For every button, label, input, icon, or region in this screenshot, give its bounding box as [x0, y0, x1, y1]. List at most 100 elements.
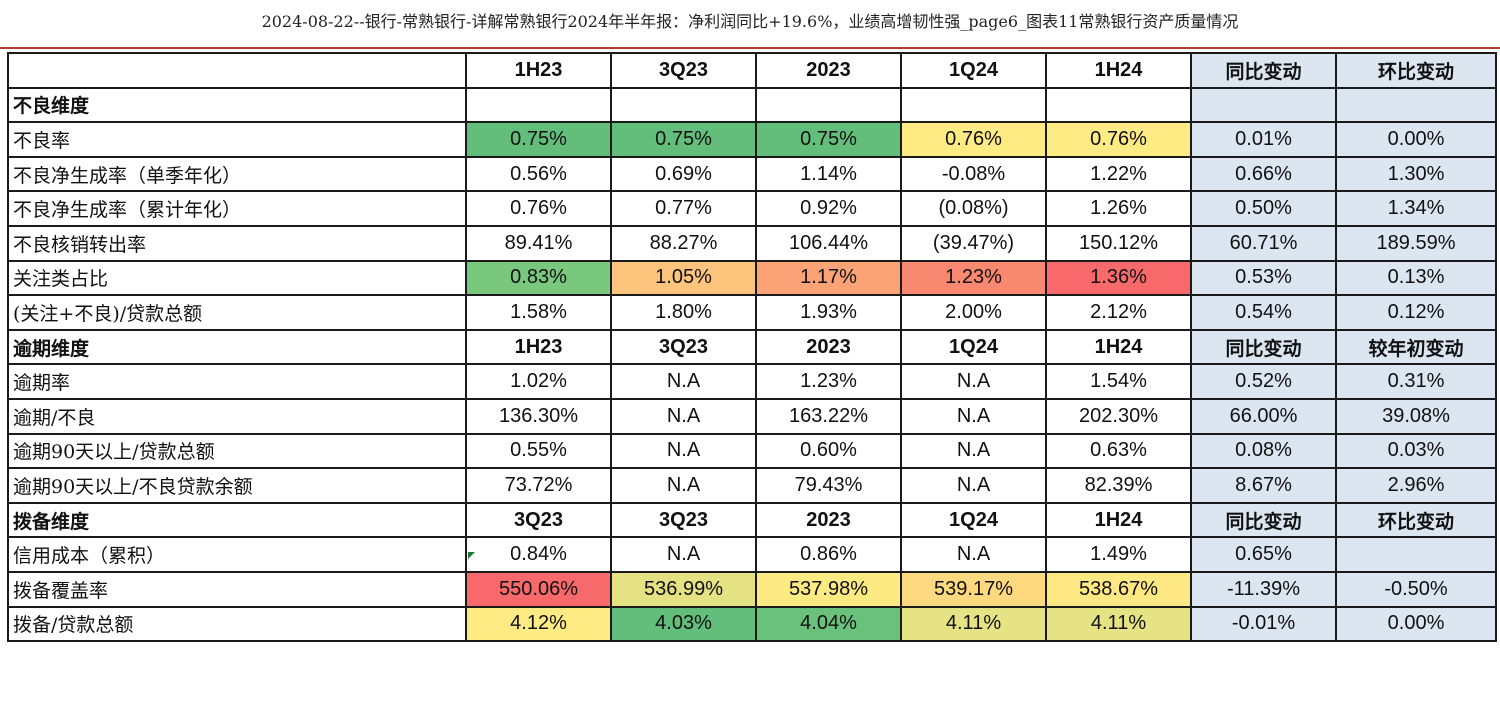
value-cell: 0.01% [1190, 121, 1337, 158]
value-cell: 60.71% [1190, 224, 1337, 262]
value-cell: N.A [900, 397, 1047, 435]
table-row: 不良净生成率（累计年化） 0.76% 0.77% 0.92% (0.08%) 1.26% 0… [7, 190, 1497, 227]
value-cell [1045, 86, 1192, 124]
value-cell: (39.47%) [900, 224, 1047, 262]
value-cell: 较年初变动 [1335, 328, 1497, 366]
value-cell: 4.11% [900, 605, 1047, 643]
value-cell: (0.08%) [900, 190, 1047, 227]
value-cell: 1.80% [610, 294, 757, 331]
value-cell: 1.26% [1045, 190, 1192, 227]
value-cell: 0.84% [465, 536, 612, 573]
value-cell: 同比变动 [1190, 328, 1337, 366]
value-cell: N.A [610, 467, 757, 504]
section-title: 逾期维度 [7, 328, 467, 366]
column-header: 1Q24 [900, 52, 1047, 89]
value-cell: 4.04% [755, 605, 902, 643]
section-header-row: 拨备维度 3Q23 3Q23 2023 1Q24 1H24 同比变动 环比变动 [7, 501, 1497, 539]
value-cell: 0.54% [1190, 294, 1337, 331]
table-row: 逾期率 1.02% N.A 1.23% N.A 1.54% 0.52% 0.31% [7, 363, 1497, 400]
value-cell: 1H24 [1045, 328, 1192, 366]
value-cell: 1Q24 [900, 328, 1047, 366]
value-cell: 1.17% [755, 259, 902, 297]
row-label: 逾期/不良 [7, 397, 467, 435]
value-cell: 1.58% [465, 294, 612, 331]
value-cell: 189.59% [1335, 224, 1497, 262]
value-cell [900, 86, 1047, 124]
value-cell: 66.00% [1190, 397, 1337, 435]
value-cell: 0.00% [1335, 605, 1497, 643]
row-label: 逾期90天以上/贷款总额 [7, 432, 467, 470]
value-cell: 1.05% [610, 259, 757, 297]
table-row: 不良净生成率（单季年化） 0.56% 0.69% 1.14% -0.08% 1.22% 0.… [7, 155, 1497, 193]
value-cell: 1.22% [1045, 155, 1192, 193]
row-label: 逾期率 [7, 363, 467, 400]
value-cell: 150.12% [1045, 224, 1192, 262]
value-cell: 8.67% [1190, 467, 1337, 504]
value-cell: N.A [900, 432, 1047, 470]
value-cell: 0.12% [1335, 294, 1497, 331]
value-cell: 1Q24 [900, 501, 1047, 539]
value-cell: N.A [610, 536, 757, 573]
value-cell [1335, 536, 1497, 573]
value-cell: 73.72% [465, 467, 612, 504]
value-cell: 1H23 [465, 328, 612, 366]
row-label: 关注类占比 [7, 259, 467, 297]
value-cell: 202.30% [1045, 397, 1192, 435]
table-row: 逾期/不良 136.30% N.A 163.22% N.A 202.30% 66.00% 39… [7, 397, 1497, 435]
value-cell: 539.17% [900, 570, 1047, 608]
row-label: 拨备/贷款总额 [7, 605, 467, 643]
value-cell: 0.50% [1190, 190, 1337, 227]
row-label: 信用成本（累积） [7, 536, 467, 573]
value-cell: 3Q23 [465, 501, 612, 539]
value-cell [610, 86, 757, 124]
value-cell: 0.77% [610, 190, 757, 227]
value-cell: 1.54% [1045, 363, 1192, 400]
value-cell [1335, 86, 1497, 124]
value-cell: 550.06% [465, 570, 612, 608]
value-cell: 0.92% [755, 190, 902, 227]
section-header-row: 不良维度 [7, 86, 1497, 124]
value-cell: 0.03% [1335, 432, 1497, 470]
value-cell: 0.63% [1045, 432, 1192, 470]
column-header: 1H23 [465, 52, 612, 89]
value-cell: 0.31% [1335, 363, 1497, 400]
section-title: 不良维度 [7, 86, 467, 124]
value-cell: N.A [900, 467, 1047, 504]
value-cell: 2023 [755, 328, 902, 366]
table-row: (关注+不良)/贷款总额 1.58% 1.80% 1.93% 2.00% 2.12% 0.5… [7, 294, 1497, 331]
title-divider [0, 47, 1500, 49]
value-cell: 536.99% [610, 570, 757, 608]
value-cell: 163.22% [755, 397, 902, 435]
row-label: 拨备覆盖率 [7, 570, 467, 608]
header-corner-cell [7, 52, 467, 89]
value-cell: 3Q23 [610, 501, 757, 539]
value-cell: 1.23% [755, 363, 902, 400]
value-cell: 4.11% [1045, 605, 1192, 643]
value-cell: 1.34% [1335, 190, 1497, 227]
value-cell: 1.93% [755, 294, 902, 331]
table-row: 逾期90天以上/不良贷款余额 73.72% N.A 79.43% N.A 82.39% 8.… [7, 467, 1497, 504]
value-cell: 0.86% [755, 536, 902, 573]
value-cell: 同比变动 [1190, 501, 1337, 539]
section-header-row: 逾期维度 1H23 3Q23 2023 1Q24 1H24 同比变动 较年初变动 [7, 328, 1497, 366]
value-cell: 0.65% [1190, 536, 1337, 573]
value-cell: 136.30% [465, 397, 612, 435]
value-cell: 39.08% [1335, 397, 1497, 435]
value-cell: 0.00% [1335, 121, 1497, 158]
row-label: 不良净生成率（累计年化） [7, 190, 467, 227]
value-cell: 1.30% [1335, 155, 1497, 193]
row-label: 逾期90天以上/不良贷款余额 [7, 467, 467, 504]
value-cell [755, 86, 902, 124]
value-cell: 4.03% [610, 605, 757, 643]
value-cell: 1.36% [1045, 259, 1192, 297]
value-cell: 537.98% [755, 570, 902, 608]
value-cell: 0.75% [465, 121, 612, 158]
page-title: 2024-08-22--银行-常熟银行-详解常熟银行2024年半年报：净利润同比… [261, 12, 1239, 31]
value-cell: 3Q23 [610, 328, 757, 366]
value-cell: 0.66% [1190, 155, 1337, 193]
value-cell: N.A [900, 536, 1047, 573]
value-cell: 1H24 [1045, 501, 1192, 539]
value-cell: 环比变动 [1335, 501, 1497, 539]
table-row: 逾期90天以上/贷款总额 0.55% N.A 0.60% N.A 0.63% 0.08% 0.… [7, 432, 1497, 470]
value-cell: 1.23% [900, 259, 1047, 297]
